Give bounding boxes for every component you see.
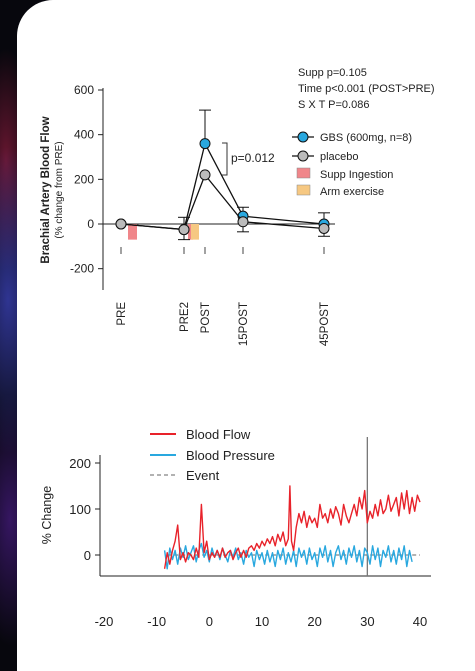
c1-ylabel: Brachial Artery Blood Flow	[40, 116, 52, 263]
c2-ytick-label: 200	[69, 456, 91, 471]
c2-legend-pressure-label: Blood Pressure	[186, 448, 275, 463]
chart-card	[17, 0, 475, 671]
c2-xtick-label: 20	[307, 614, 321, 629]
c2-xtick-label: 10	[255, 614, 269, 629]
c1-xtick-label: POST	[200, 302, 212, 333]
c1-legend-supp-swatch	[296, 167, 311, 179]
chart-2: 200 100 0 -20 -10 0 10 20 30 40 % Change Blood F…	[40, 427, 431, 629]
c1-bar-arm-exercise	[191, 224, 199, 240]
c1-legend-placebo-label: placebo	[320, 151, 359, 163]
c1-bar-supp-ingestion-pre2	[188, 224, 193, 240]
c1-legend-gbs-marker	[297, 131, 309, 143]
c1-point-1-1	[178, 224, 190, 236]
c1-legend-gbs-label: GBS (600mg, n=8)	[320, 132, 412, 144]
c2-xtick-label: 40	[413, 614, 427, 629]
c1-xtick-label: 45POST	[319, 302, 331, 346]
c2-ytick-label: 100	[69, 502, 91, 517]
c1-point-1-4	[318, 222, 330, 234]
c1-xtick-label: 15POST	[238, 302, 250, 346]
c1-significance-label: p=0.012	[231, 151, 275, 165]
c2-series-blood-pressure	[163, 542, 413, 570]
c1-legend-arm-label: Arm exercise	[320, 186, 384, 198]
c2-xtick-label: 0	[206, 614, 213, 629]
c2-xtick-label: 30	[360, 614, 374, 629]
c1-legend-supp-label: Supp Ingestion	[320, 169, 393, 181]
c1-legend: GBS (600mg, n=8) placebo Supp Ingestion …	[292, 131, 412, 198]
c2-xtick-label: -10	[147, 614, 166, 629]
c1-significance-bracket	[222, 142, 228, 176]
c1-legend-placebo-marker	[297, 150, 309, 162]
c2-legend-flow-label: Blood Flow	[186, 427, 251, 442]
c2-xtick-label: -20	[95, 614, 114, 629]
c1-ytick-label: 0	[87, 217, 94, 231]
c1-point-0-2	[199, 138, 211, 150]
c1-ytick-label: -200	[70, 262, 94, 276]
chart-1: 600 400 200 0 -200 PRE PRE2 POST 15POST 45POST p…	[40, 67, 435, 346]
c1-stat-interaction: S X T P=0.086	[298, 99, 369, 111]
c2-ylabel: % Change	[40, 486, 54, 544]
c1-legend-arm-swatch	[296, 184, 311, 196]
c1-bar-supp-ingestion-pre	[128, 224, 137, 240]
c2-ytick-label: 0	[84, 548, 91, 563]
c1-ytick-label: 400	[74, 128, 94, 142]
c1-stat-supp: Supp p=0.105	[298, 67, 367, 79]
c1-point-1-0	[115, 218, 127, 230]
c1-xtick-label: PRE2	[179, 302, 191, 332]
c1-point-1-2	[199, 169, 211, 181]
c2-series-blood-flow	[163, 485, 421, 569]
c2-legend: Blood Flow Blood Pressure Event	[150, 427, 275, 483]
c1-ytick-label: 200	[74, 172, 94, 186]
c1-point-1-3	[237, 216, 249, 228]
c2-legend-event-label: Event	[186, 468, 220, 483]
c1-xtick-label: PRE	[116, 302, 128, 326]
c1-ylabel-sub: (% change from PRE)	[54, 141, 65, 238]
c1-stat-time: Time p<0.001 (POST>PRE)	[298, 83, 435, 95]
c1-ytick-label: 600	[74, 83, 94, 97]
